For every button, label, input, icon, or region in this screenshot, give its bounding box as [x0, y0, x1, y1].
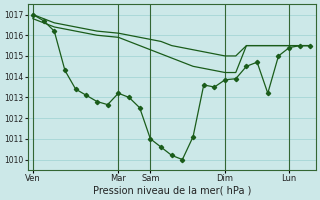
X-axis label: Pression niveau de la mer( hPa ): Pression niveau de la mer( hPa )	[92, 186, 251, 196]
